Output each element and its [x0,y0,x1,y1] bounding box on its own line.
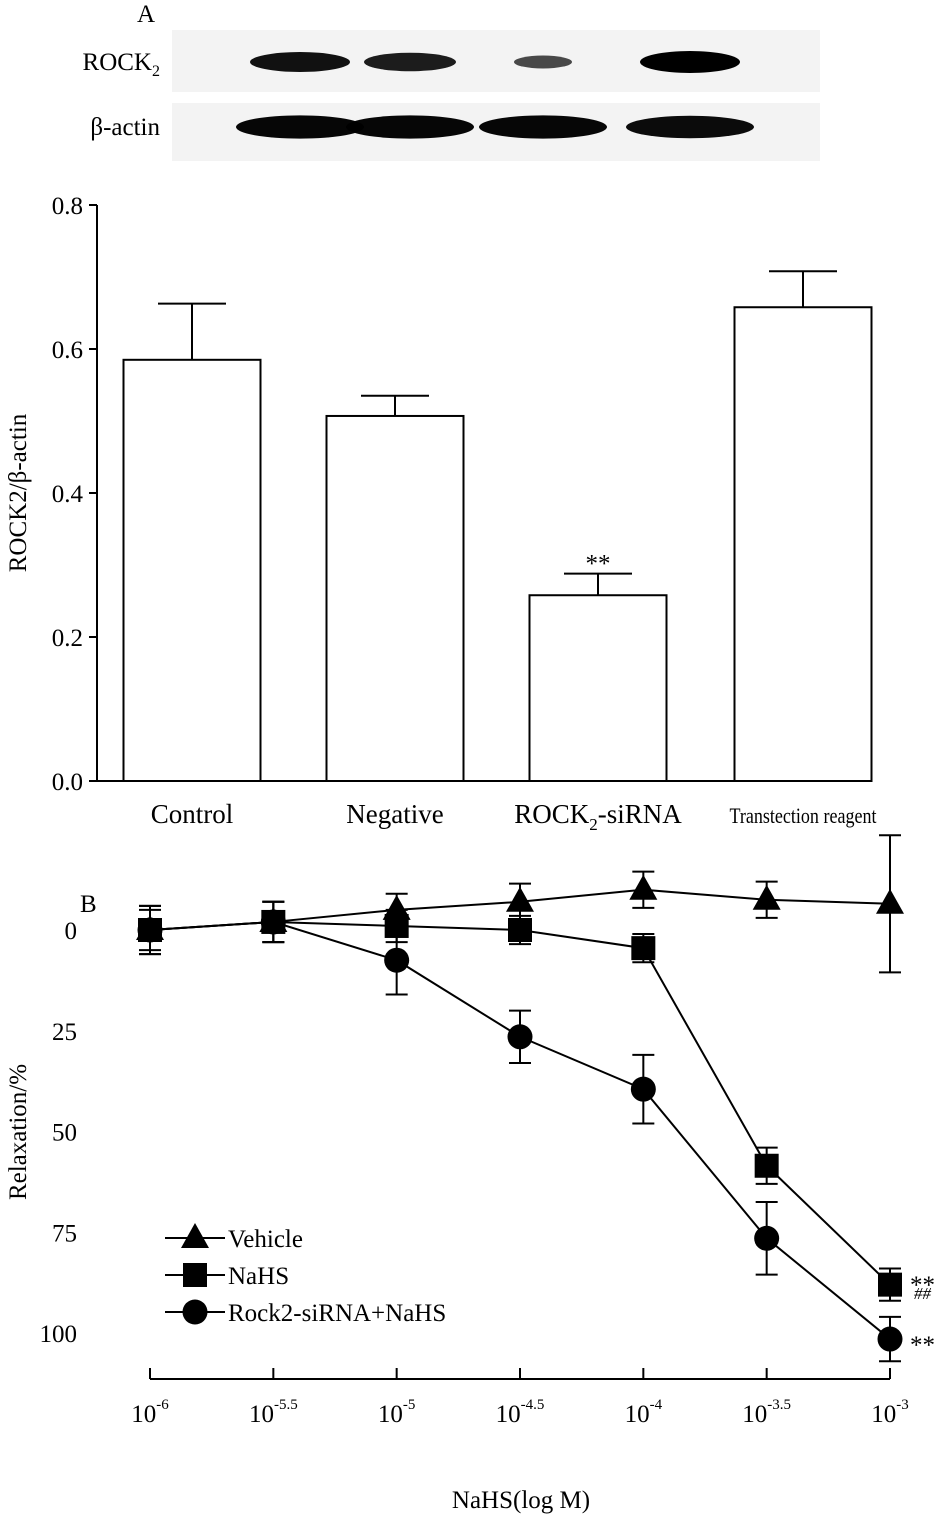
marker-circle [877,1326,903,1352]
bar-category-label: ROCK2-siRNA [514,799,682,834]
bar-y-tick-label: 0.0 [52,769,83,796]
bar-significance-label: ** [586,551,611,578]
marker-triangle [876,888,904,914]
legend-item: Rock2-siRNA+NaHS [165,1299,446,1327]
line-x-tick-label: 10-3.5 [742,1397,791,1428]
blot-row-label-beta-actin: β-actin [90,114,160,141]
bar-y-tick-label: 0.6 [52,337,83,364]
marker-circle [630,1076,656,1102]
bar [325,414,465,782]
marker-square [754,1153,779,1178]
bar-category-label: Negative [346,799,443,829]
series-triangle [136,834,904,974]
marker-circle [182,1299,208,1325]
blot-row-rock2: ROCK2 [83,30,820,92]
blot-row-beta-actin: β-actin [90,103,820,161]
blot-band-beta-actin [479,115,607,139]
panel-a-label: A [137,1,155,28]
marker-circle [384,947,410,973]
significance-nahs-hash: ## [914,1284,932,1303]
legend-item: Vehicle [165,1223,303,1253]
blot-band-beta-actin [236,115,364,139]
marker-square [183,1263,207,1287]
bar-category-label: Transtection reagent [729,804,876,828]
line-y-tick-label: 50 [52,1120,77,1147]
blot-band-rock2 [364,52,456,72]
bar [733,306,873,782]
bar-y-axis-label: ROCK2/β-actin [5,413,32,572]
marker-triangle [506,886,534,912]
marker-square [631,936,656,961]
line-x-tick-label: 10-3 [871,1397,909,1428]
line-y-tick-label: 100 [40,1321,78,1348]
significance-rock2-star: ** [910,1332,935,1359]
bar-chart: 0.0 0.2 0.4 0.6 0.8 ** Control Negative ROCK2-… [5,193,877,834]
bar-y-tick-label: 0.8 [52,193,83,220]
bar-y-tick-label: 0.4 [52,481,84,508]
marker-triangle [752,884,781,910]
blot-row-label-rock2: ROCK2 [83,49,160,80]
blot-band-beta-actin [626,115,754,139]
significance-nahs-star: ** [910,1272,935,1299]
bar-category-label: Control [151,799,234,829]
series-circle [137,900,903,1363]
panel-b-label: B [80,891,97,918]
marker-circle [754,1225,780,1251]
line-x-axis-label: NaHS(log M) [452,1487,590,1514]
line-x-tick-label: 10-4.5 [496,1397,545,1428]
marker-circle [507,1024,533,1050]
bar [122,358,262,782]
line-y-axis-label: Relaxation/% [5,1064,32,1200]
line-x-tick-label: 10-4 [625,1397,663,1428]
bar-y-tick-label: 0.2 [52,625,83,652]
marker-circle [260,909,286,935]
line-y-tick-label: 25 [52,1019,77,1046]
line-x-tick-label: 10-5 [378,1397,416,1428]
blot-band-rock2 [514,55,572,69]
blot-band-beta-actin [346,115,474,139]
legend-label: Rock2-siRNA+NaHS [228,1300,446,1327]
line-x-tick-label: 10-6 [131,1397,169,1428]
marker-square [878,1272,902,1297]
legend-label: NaHS [228,1263,289,1290]
line-x-tick-label: 10-5.5 [249,1397,298,1428]
legend-label: Vehicle [228,1226,303,1253]
line-y-tick-label: 0 [65,918,78,945]
blot-band-rock2 [640,51,740,73]
marker-square [508,918,532,942]
blot-band-rock2 [250,52,350,72]
marker-triangle [629,874,658,900]
marker-triangle [181,1223,209,1248]
line-chart: 0 25 50 75 100 10-6 10-5.5 10-5 10-4.5 10-4 10-3.… [5,834,935,1514]
legend-item: NaHS [165,1263,289,1290]
marker-circle [137,917,163,943]
marker-triangle [382,894,411,920]
line-y-tick-label: 75 [52,1220,77,1247]
bar [528,594,668,782]
